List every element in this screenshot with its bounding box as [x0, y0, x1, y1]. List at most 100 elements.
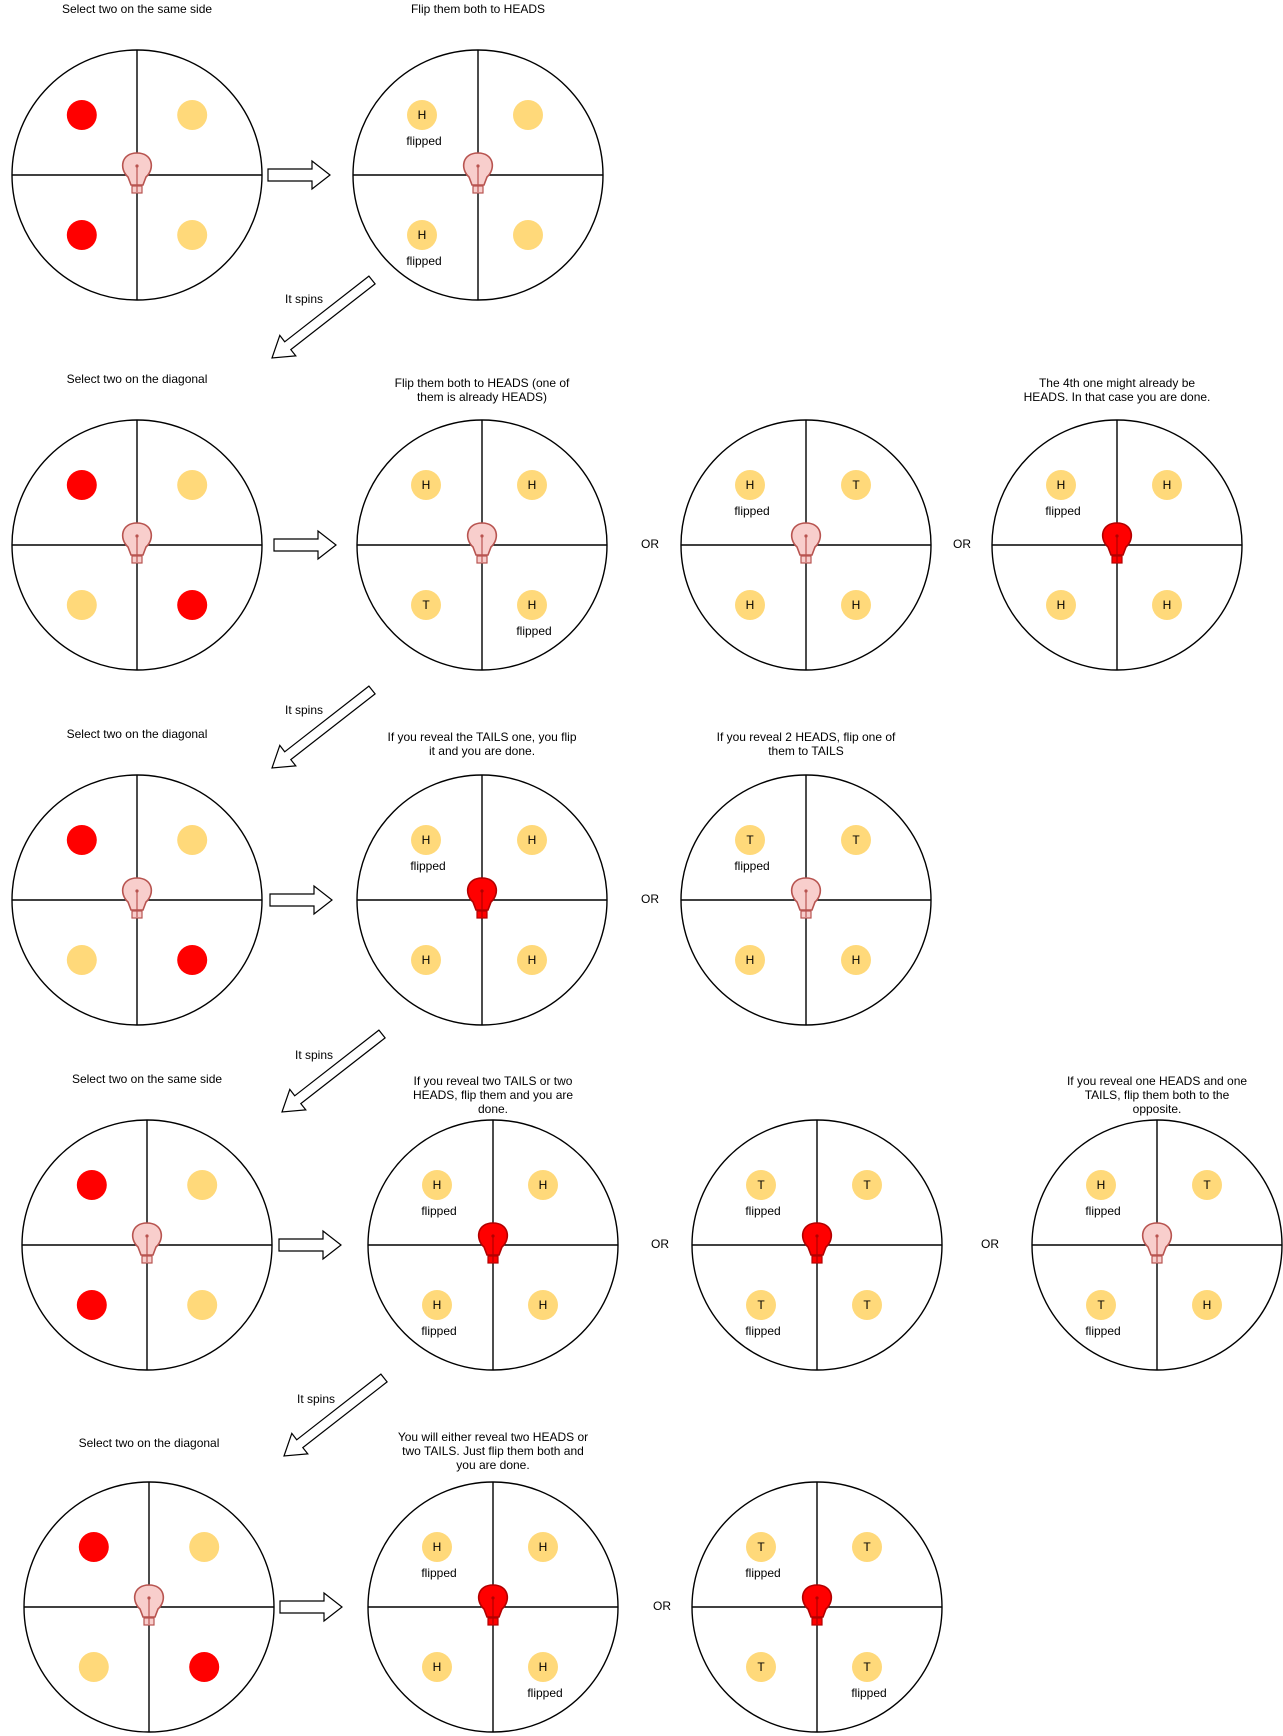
coin [517, 470, 547, 500]
tails-coin-label: T [852, 833, 860, 847]
lightbulb-icon [121, 877, 153, 919]
coin [177, 100, 208, 130]
coin [852, 1532, 882, 1562]
flipped-label: flipped [406, 134, 441, 148]
flipped-label: flipped [851, 1686, 886, 1700]
coin [517, 590, 547, 620]
heads-coin-label: H [528, 833, 537, 847]
or-label: OR [653, 1599, 671, 1613]
lightbulb-icon [121, 522, 153, 564]
outcome-description: If you reveal 2 HEADS, flip one of [717, 730, 896, 744]
arrow-icon [273, 529, 337, 561]
coin [735, 590, 765, 620]
heads-coin-label: H [1163, 598, 1172, 612]
tails-coin-label: T [863, 1178, 871, 1192]
lightbulb-icon [1141, 1222, 1173, 1264]
lightbulb-icon [477, 1584, 509, 1626]
heads-coin-label: H [422, 833, 431, 847]
coin [177, 825, 208, 855]
tails-coin-label: T [746, 833, 754, 847]
heads-coin-label: H [852, 598, 861, 612]
or-label: OR [641, 892, 659, 906]
outcome-description: HEADS, flip them and you are [413, 1088, 573, 1102]
coin [422, 1652, 452, 1682]
heads-coin-label: H [539, 1178, 548, 1192]
coin [746, 1652, 776, 1682]
flipped-label: flipped [406, 254, 441, 268]
or-label: OR [981, 1237, 999, 1251]
flipped-label: flipped [410, 859, 445, 873]
selected-coin [177, 945, 208, 975]
coin [177, 470, 208, 500]
coin [1192, 1290, 1222, 1320]
it-spins-label: It spins [285, 703, 323, 717]
tails-coin-label: T [757, 1178, 765, 1192]
flipped-label: flipped [745, 1204, 780, 1218]
selection-wheel [11, 774, 263, 1026]
step-instruction: Select two on the same side [62, 2, 212, 16]
coin [513, 100, 543, 130]
outcome-description: HEADS. In that case you are done. [1024, 390, 1211, 404]
heads-coin-label: H [1097, 1178, 1106, 1192]
coin [746, 1290, 776, 1320]
coin [841, 945, 871, 975]
coin [66, 590, 97, 620]
tails-coin-label: T [1097, 1298, 1105, 1312]
outcome-description: The 4th one might already be [1039, 376, 1195, 390]
heads-coin-label: H [422, 953, 431, 967]
selection-wheel [23, 1481, 275, 1733]
coin [1046, 590, 1076, 620]
lightbulb-icon [477, 1222, 509, 1264]
selected-coin [76, 1290, 107, 1320]
coin [852, 1170, 882, 1200]
selected-coin [177, 590, 208, 620]
heads-coin-label: H [433, 1178, 442, 1192]
lightbulb-icon [801, 1584, 833, 1626]
flipped-label: flipped [745, 1324, 780, 1338]
heads-coin-label: H [539, 1660, 548, 1674]
outcome-description: If you reveal two TAILS or two [414, 1074, 573, 1088]
tails-coin-label: T [757, 1660, 765, 1674]
coin [852, 1652, 882, 1682]
flipped-label: flipped [745, 1566, 780, 1580]
coin [1086, 1290, 1116, 1320]
heads-coin-label: H [1203, 1298, 1212, 1312]
heads-coin-label: H [746, 478, 755, 492]
coin [528, 1652, 558, 1682]
coin [1192, 1170, 1222, 1200]
heads-coin-label: H [528, 953, 537, 967]
coin [411, 470, 441, 500]
flipped-label: flipped [421, 1324, 456, 1338]
coin [1046, 470, 1076, 500]
outcome-description: opposite. [1133, 1102, 1182, 1116]
outcome-description: them to TAILS [768, 744, 844, 758]
selected-coin [76, 1170, 107, 1200]
it-spins-label: It spins [297, 1392, 335, 1406]
coin [1086, 1170, 1116, 1200]
lightbulb-icon [466, 522, 498, 564]
coin [187, 1290, 218, 1320]
heads-coin-label: H [422, 478, 431, 492]
coin [411, 590, 441, 620]
lightbulb-icon [1101, 522, 1133, 564]
it-spins-label: It spins [295, 1048, 333, 1062]
selected-coin [189, 1652, 220, 1682]
flipped-label: flipped [527, 1686, 562, 1700]
coin [735, 470, 765, 500]
arrow-icon [283, 1373, 388, 1457]
outcome-description: two TAILS. Just flip them both and [402, 1444, 584, 1458]
arrow-icon [267, 159, 331, 191]
outcome-description: done. [478, 1102, 508, 1116]
coin [746, 1532, 776, 1562]
arrow-icon [269, 884, 333, 916]
coin [841, 825, 871, 855]
flipped-label: flipped [1085, 1324, 1120, 1338]
coin [528, 1290, 558, 1320]
tails-coin-label: T [757, 1298, 765, 1312]
flipped-label: flipped [734, 504, 769, 518]
